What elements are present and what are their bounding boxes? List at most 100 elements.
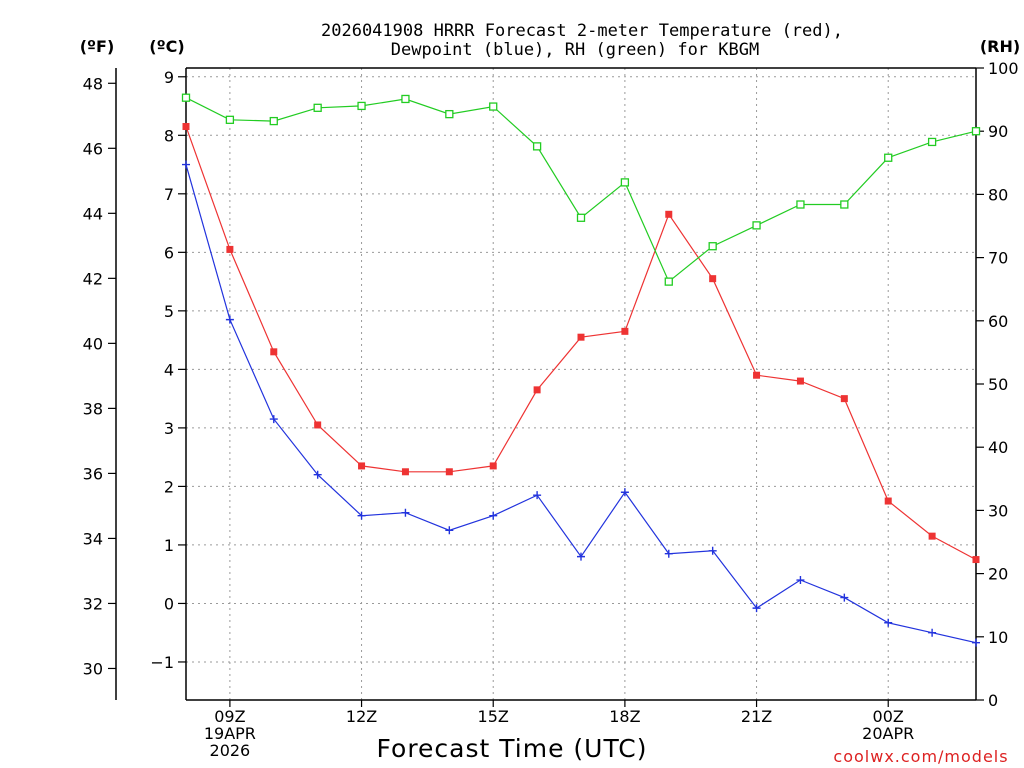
temperature-data-point <box>840 395 848 403</box>
celsius-tick-label: 7 <box>164 185 174 204</box>
fahrenheit-tick-label: 40 <box>83 334 103 353</box>
rh-tick-label: 30 <box>988 501 1008 520</box>
celsius-tick-label: 6 <box>164 243 174 262</box>
rh-data-point <box>884 153 893 162</box>
dewpoint-data-point <box>577 552 585 561</box>
x-tick-label: 09Z <box>214 707 245 726</box>
temperature-data-point <box>665 210 673 218</box>
rh-tick-label: 10 <box>988 628 1008 647</box>
celsius-tick-label: 2 <box>164 477 174 496</box>
rh-data-point <box>401 94 410 104</box>
rh-data-point <box>620 178 630 187</box>
temperature-data-point <box>577 333 585 341</box>
celsius-tick-label: 5 <box>164 302 174 321</box>
rh-data-point <box>664 277 673 286</box>
fahrenheit-tick-label: 32 <box>83 594 103 613</box>
rh-series-line <box>185 97 977 283</box>
dewpoint-data-point <box>840 593 849 602</box>
rh-tick-label: 20 <box>988 565 1008 584</box>
fahrenheit-tick-label: 36 <box>83 464 103 483</box>
rh-tick-label: 0 <box>988 691 998 710</box>
rh-data-point <box>796 200 805 209</box>
dewpoint-data-point <box>401 508 410 517</box>
celsius-unit-label: (ºC) <box>149 37 184 56</box>
rh-tick-label: 50 <box>988 375 1008 394</box>
rh-tick-label: 70 <box>988 249 1008 268</box>
dewpoint-data-point <box>182 160 190 169</box>
fahrenheit-tick-label: 48 <box>83 74 103 93</box>
chart-title-line-2: Dewpoint (blue), RH (green) for KBGM <box>391 40 759 60</box>
temperature-data-point <box>533 386 541 394</box>
x-tick-label: 20APR <box>862 724 914 743</box>
x-tick-label: 00Z <box>873 707 904 726</box>
dewpoint-data-point <box>620 488 629 497</box>
dewpoint-data-point <box>708 546 717 555</box>
rh-data-point <box>840 200 849 209</box>
x-tick-label: 12Z <box>346 707 377 726</box>
celsius-tick-label: 1 <box>164 536 174 555</box>
temperature-series-line <box>185 126 977 561</box>
dewpoint-data-point <box>928 628 937 637</box>
rh-tick-label: 60 <box>988 312 1008 331</box>
x-tick-label: 18Z <box>609 707 640 726</box>
rh-data-point <box>181 93 191 102</box>
fahrenheit-tick-label: 38 <box>83 399 103 418</box>
dewpoint-data-point <box>269 415 278 424</box>
dewpoint-data-point <box>225 315 234 324</box>
temperature-data-point <box>709 275 717 283</box>
temperature-data-point <box>621 327 629 335</box>
rh-data-point <box>225 115 235 124</box>
fahrenheit-tick-label: 46 <box>83 139 103 158</box>
temperature-data-point <box>884 497 892 505</box>
celsius-tick-label: 4 <box>164 360 174 379</box>
rh-unit-label: (RH) <box>980 37 1020 56</box>
rh-data-point <box>927 137 937 147</box>
temperature-data-point <box>489 462 497 470</box>
rh-data-point <box>971 127 981 136</box>
rh-data-point <box>445 109 454 119</box>
rh-data-point <box>313 103 322 112</box>
x-tick-label: 15Z <box>478 707 509 726</box>
credit-text: coolwx.com/models <box>833 747 1008 766</box>
dewpoint-data-point <box>796 576 805 585</box>
rh-data-point <box>752 221 761 230</box>
rh-data-point <box>532 142 542 151</box>
fahrenheit-unit-label: (ºF) <box>80 37 115 56</box>
fahrenheit-tick-label: 34 <box>83 529 103 548</box>
dewpoint-data-point <box>972 638 980 647</box>
rh-data-point <box>269 116 278 126</box>
rh-tick-label: 90 <box>988 122 1008 141</box>
temperature-data-point <box>972 556 980 564</box>
temperature-data-point <box>270 348 278 356</box>
dewpoint-data-point <box>489 511 498 520</box>
x-tick-label: 21Z <box>741 707 772 726</box>
rh-data-point <box>708 242 717 251</box>
x-tick-label: 19APR <box>204 724 256 743</box>
dewpoint-data-point <box>357 511 366 520</box>
temperature-data-point <box>358 462 366 470</box>
x-tick-label: 2026 <box>210 741 251 760</box>
celsius-tick-label: −1 <box>150 653 174 672</box>
celsius-tick-label: 0 <box>164 594 174 613</box>
rh-data-point <box>357 101 366 111</box>
chart-title-line-1: 2026041908 HRRR Forecast 2-meter Tempera… <box>321 21 843 41</box>
rh-data-point <box>489 102 498 111</box>
dewpoint-data-point <box>445 526 454 535</box>
temperature-data-point <box>226 245 234 253</box>
temperature-data-point <box>401 468 409 476</box>
celsius-tick-label: 3 <box>164 419 174 438</box>
rh-data-point <box>576 213 586 222</box>
temperature-data-point <box>753 371 761 379</box>
temperature-data-point <box>796 377 804 385</box>
temperature-data-point <box>182 123 190 131</box>
temperature-data-point <box>928 532 936 540</box>
x-axis-label: Forecast Time (UTC) <box>377 734 648 763</box>
dewpoint-data-point <box>313 470 322 479</box>
dewpoint-data-point <box>752 604 761 613</box>
axes <box>108 67 984 707</box>
dewpoint-data-point <box>664 549 673 558</box>
fahrenheit-tick-label: 42 <box>83 269 103 288</box>
series-layer <box>181 93 981 647</box>
